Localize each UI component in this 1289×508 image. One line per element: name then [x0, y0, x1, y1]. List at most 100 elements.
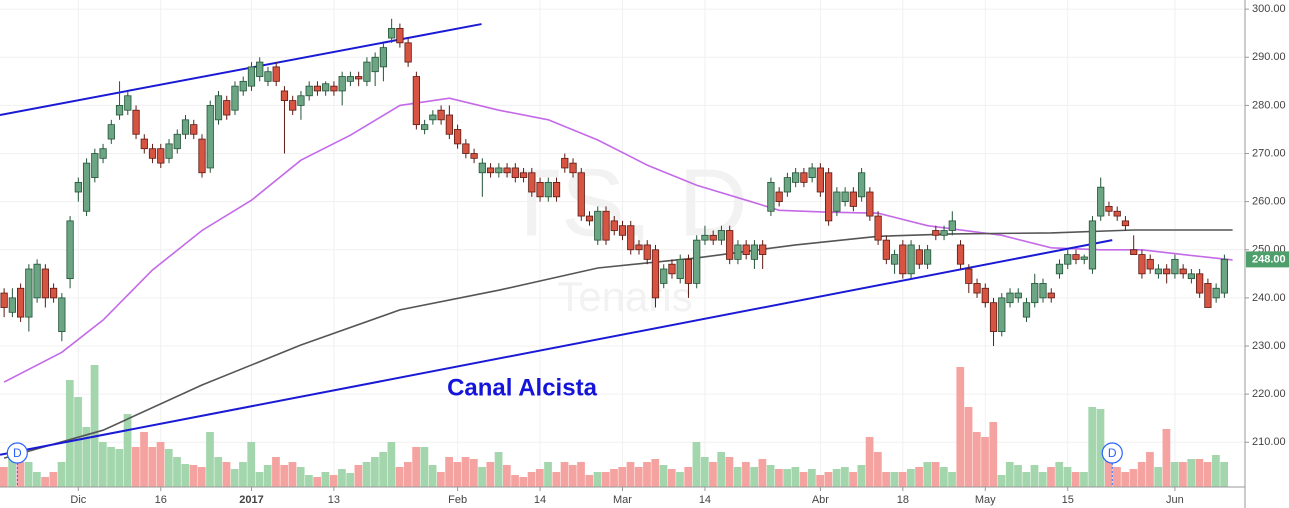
volume-bar: [98, 442, 107, 487]
volume-bar: [1179, 462, 1187, 487]
volume: [0, 365, 1229, 487]
volume-bar: [931, 462, 940, 487]
volume-bar: [230, 469, 239, 487]
volume-bar: [346, 473, 355, 487]
x-tick-label: May: [975, 494, 996, 506]
candle-body: [388, 27, 396, 39]
candle-body: [668, 263, 676, 275]
candle-body: [693, 239, 701, 284]
x-tick-label: Abr: [812, 494, 829, 506]
candle-body: [1204, 283, 1212, 308]
volume-bar: [395, 467, 404, 487]
volume-bar: [1146, 452, 1154, 487]
volume-bar: [643, 462, 651, 487]
volume-bar: [906, 469, 915, 487]
y-tick-label: 270.00: [1252, 147, 1286, 159]
candle-body: [223, 100, 231, 116]
candle-body: [602, 210, 610, 241]
volume-bar: [247, 442, 256, 487]
candle-body: [800, 172, 808, 183]
candle-body: [396, 27, 404, 44]
volume-bar: [173, 457, 181, 487]
volume-bar: [197, 467, 206, 487]
volume-bar: [156, 442, 165, 487]
candle-body: [1212, 287, 1220, 299]
candle-body: [412, 76, 420, 126]
candle-body: [899, 244, 907, 275]
candle-body: [767, 181, 775, 212]
candle-body: [816, 167, 824, 193]
candle-body: [544, 181, 552, 198]
x-tick-label: Mar: [613, 494, 632, 506]
candle-body: [1080, 256, 1088, 260]
candle-body: [981, 287, 989, 304]
candle-body: [1006, 292, 1014, 304]
volume-bar: [1220, 462, 1229, 487]
volume-bar: [634, 467, 643, 487]
volume-bar: [758, 459, 767, 487]
candle-body: [173, 133, 181, 150]
y-tick-label: 210.00: [1252, 436, 1286, 448]
candle-body: [181, 119, 190, 135]
volume-bar: [1038, 472, 1047, 487]
candle-body: [932, 230, 940, 236]
volume-bar: [189, 465, 198, 487]
volume-bar: [585, 475, 594, 487]
candle-body: [1072, 254, 1080, 260]
volume-bar: [618, 467, 627, 487]
volume-bar: [354, 465, 363, 487]
candle-body: [107, 124, 115, 140]
candle-body: [272, 66, 280, 82]
candle-body: [99, 148, 107, 159]
x-tick-label: 2017: [239, 494, 263, 506]
candle-body: [1105, 206, 1113, 212]
volume-bar: [742, 462, 750, 487]
candle-body: [874, 215, 882, 241]
candle-body: [429, 114, 437, 121]
candle-body: [8, 297, 16, 313]
candle-body: [973, 283, 981, 294]
candle-body: [404, 42, 412, 63]
candle-body: [808, 167, 816, 178]
x-tick-label: Jun: [1166, 494, 1184, 506]
candle-body: [82, 162, 91, 212]
candle-body: [148, 148, 157, 159]
volume-bar: [65, 380, 74, 487]
volume-bar: [667, 469, 676, 487]
lines: [0, 23, 1233, 459]
candle-body: [1220, 258, 1229, 294]
volume-bar: [90, 365, 99, 487]
candle-body: [511, 167, 519, 178]
volume-bar: [939, 467, 948, 487]
candle-body: [198, 138, 206, 174]
candle-body: [1121, 220, 1130, 227]
candle-body: [206, 104, 214, 169]
volume-bar: [280, 465, 289, 487]
candle-body: [379, 47, 388, 68]
candle-body: [1138, 254, 1146, 275]
candle-body: [33, 263, 41, 299]
volume-bar: [709, 462, 717, 487]
candle-body: [247, 66, 256, 87]
volume-bar: [288, 462, 297, 487]
y-tick-label: 290.00: [1252, 51, 1286, 63]
candle-body: [264, 71, 272, 82]
candle-body: [495, 167, 503, 174]
volume-bar: [1170, 462, 1179, 487]
marker-label: D: [13, 446, 22, 460]
candle-body: [833, 191, 841, 212]
candle-body: [330, 85, 338, 92]
candle-body: [1064, 254, 1072, 265]
volume-bar: [568, 465, 577, 487]
volume-bar: [1162, 429, 1171, 487]
candle-body: [371, 56, 379, 73]
candle-body: [1055, 263, 1064, 275]
volume-bar: [313, 477, 322, 487]
marker: [6, 442, 28, 464]
y-tick-label: 220.00: [1252, 388, 1286, 400]
volume-bar: [601, 472, 610, 487]
volume-bar: [469, 459, 478, 487]
volume-bar: [82, 427, 91, 487]
candle-body: [610, 220, 618, 231]
volume-bar: [428, 465, 437, 487]
